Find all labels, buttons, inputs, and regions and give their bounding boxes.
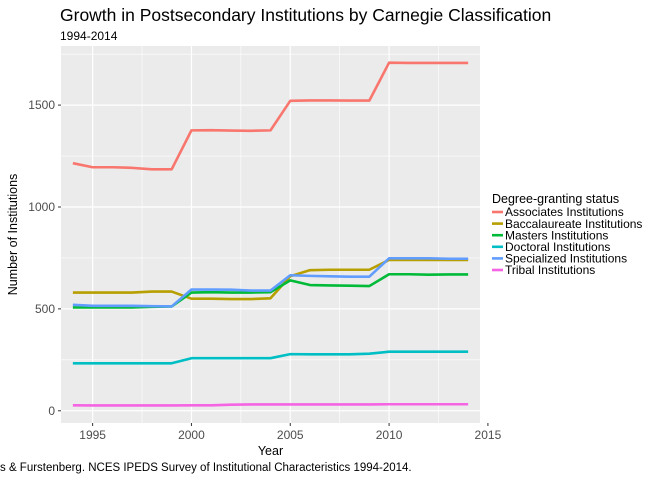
y-tick-label: 500 [35,302,55,316]
x-tick-label: 2000 [178,428,205,442]
series-line-3 [72,350,469,365]
major-gridlines [61,46,480,423]
legend-label: Baccalaureate Institutions [505,217,642,231]
legend-label: Masters Institutions [505,228,608,242]
series-line-4 [72,257,469,308]
x-tick-label: 2010 [376,428,403,442]
minor-gridlines [61,46,480,423]
y-tick-label: 0 [48,404,55,418]
series-line-0 [72,61,469,171]
x-tick-label: 2015 [475,428,502,442]
series-line-1 [72,258,469,301]
y-tick-label: 1000 [28,200,55,214]
legend-label: Specialized Institutions [505,252,627,266]
chart-subtitle: 1994-2014 [60,29,118,43]
plot-panel [61,46,480,423]
chart-title: Growth in Postsecondary Institutions by … [60,5,551,25]
caption: s & Furstenberg. NCES IPEDS Survey of In… [0,462,412,474]
x-axis-ticks: 1995 2000 2005 2010 2015 [79,423,502,442]
x-tick-label: 1995 [79,428,106,442]
x-axis-title: Year [258,444,283,458]
y-axis-ticks: 0 500 1000 1500 [28,98,61,418]
legend-label: Tribal Institutions [505,263,595,277]
legend-label: Associates Institutions [505,205,624,219]
series-line-5 [72,402,469,407]
legend-label: Doctoral Institutions [505,240,610,254]
y-axis-title: Number of Institutions [6,174,20,296]
legend-title: Degree-granting status [492,192,619,206]
series-lines [72,61,469,407]
x-tick-label: 2005 [277,428,304,442]
legend: Degree-granting status Associates Instit… [492,192,642,277]
y-tick-label: 1500 [28,98,55,112]
